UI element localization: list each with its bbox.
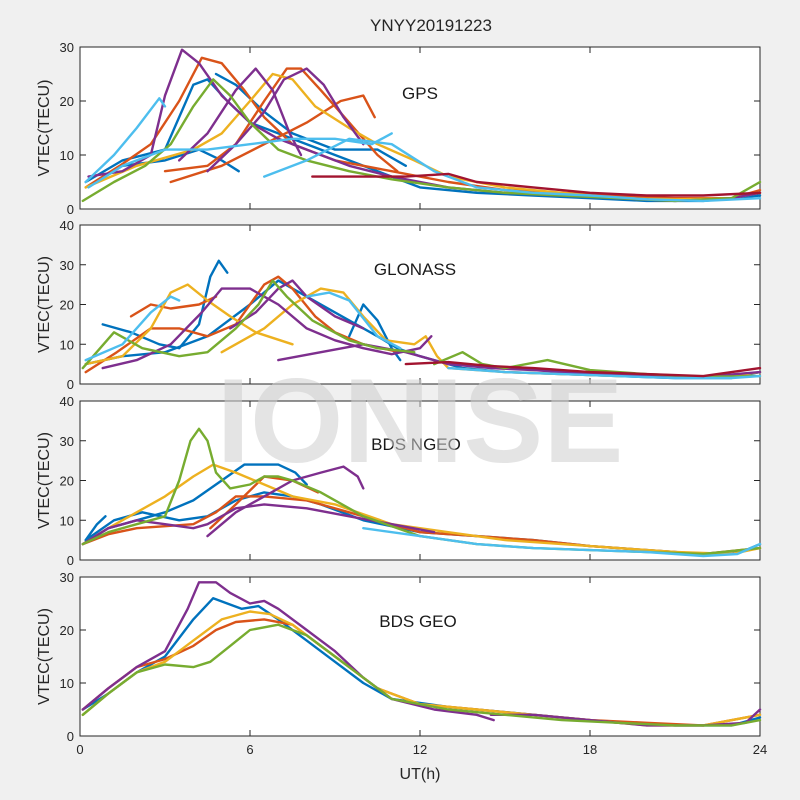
series-line-2-5: [81, 463, 762, 556]
y-axis-label: VTEC(TECU): [36, 256, 53, 353]
series-line-1-9: [277, 343, 762, 378]
series-line-1-12: [84, 295, 181, 362]
series-line-1-14: [447, 366, 762, 380]
series-line-0-14: [311, 172, 762, 197]
plot-area: [79, 576, 761, 737]
panel-label: GLONASS: [374, 260, 456, 279]
panel-0: 0 10 20 30 GPS VTEC(TECU): [36, 40, 762, 217]
y-tick-label: 10: [60, 676, 74, 691]
series-line-0-12: [87, 132, 393, 189]
y-tick-label: 40: [60, 218, 74, 233]
y-tick-label: 40: [60, 394, 74, 409]
series-line-1-13: [305, 291, 402, 350]
series-line-1-4: [129, 295, 218, 318]
panel-2: 0 10 20 30 40 BDS NGEO VTEC(TECU): [36, 394, 762, 568]
y-tick-label: 30: [60, 434, 74, 449]
y-tick-label: 10: [60, 337, 74, 352]
panel-label: BDS GEO: [379, 612, 456, 631]
y-axis-label: VTEC(TECU): [36, 432, 53, 529]
panel-3: 0 10 20 30 0 6 12 18 24 BDS GEO VTEC(TECU): [36, 570, 767, 757]
series-line-1-7: [101, 287, 433, 370]
y-tick-label: 10: [60, 513, 74, 528]
y-tick-label: 20: [60, 474, 74, 489]
series-line-0-8: [206, 67, 365, 173]
series-line-0-4: [163, 67, 399, 173]
y-tick-label: 0: [67, 553, 74, 568]
series-line-1-10: [81, 279, 416, 370]
y-tick-label: 30: [60, 570, 74, 585]
y-axis-label: VTEC(TECU): [36, 80, 53, 177]
series-line-0-5: [169, 94, 376, 184]
series-line-2-6: [81, 503, 436, 546]
series-line-1-15: [404, 360, 762, 378]
chart-title: YNYY20191223: [370, 16, 492, 35]
panel-label: BDS NGEO: [371, 435, 461, 454]
series-line-2-7: [206, 465, 365, 538]
y-tick-label: 0: [67, 729, 74, 744]
series-line-0-9: [178, 67, 303, 162]
x-axis-label: UT(h): [400, 766, 441, 783]
y-tick-label: 30: [60, 258, 74, 273]
plot-area: [79, 46, 761, 210]
x-tick-label: 24: [753, 742, 767, 757]
y-tick-label: 30: [60, 40, 74, 55]
x-tick-label: 0: [76, 742, 83, 757]
x-tick-label: 6: [246, 742, 253, 757]
series-line-0-1: [214, 72, 407, 167]
watermark: IONISE: [217, 354, 624, 488]
y-tick-label: 20: [60, 94, 74, 109]
series-line-1-5: [84, 283, 294, 366]
y-tick-label: 20: [60, 623, 74, 638]
y-tick-label: 10: [60, 148, 74, 163]
series-line-3-5: [81, 623, 762, 727]
y-axis-label: VTEC(TECU): [36, 608, 53, 705]
y-tick-label: 0: [67, 377, 74, 392]
series-line-1-0: [101, 259, 229, 350]
plot-area: [79, 400, 761, 561]
series-line-1-8: [229, 279, 365, 330]
y-tick-label: 0: [67, 202, 74, 217]
series-line-2-2: [84, 515, 107, 542]
series-line-0-13: [263, 137, 762, 203]
x-tick-label: 18: [583, 742, 597, 757]
series-line-0-0: [84, 78, 762, 203]
y-tick-label: 20: [60, 298, 74, 313]
x-tick-label: 12: [413, 742, 427, 757]
series-line-0-11: [84, 97, 167, 184]
panel-1: 0 10 20 30 40 GLONASS VTEC(TECU): [36, 218, 762, 392]
series-line-2-9: [362, 527, 762, 558]
panel-label: GPS: [402, 84, 438, 103]
